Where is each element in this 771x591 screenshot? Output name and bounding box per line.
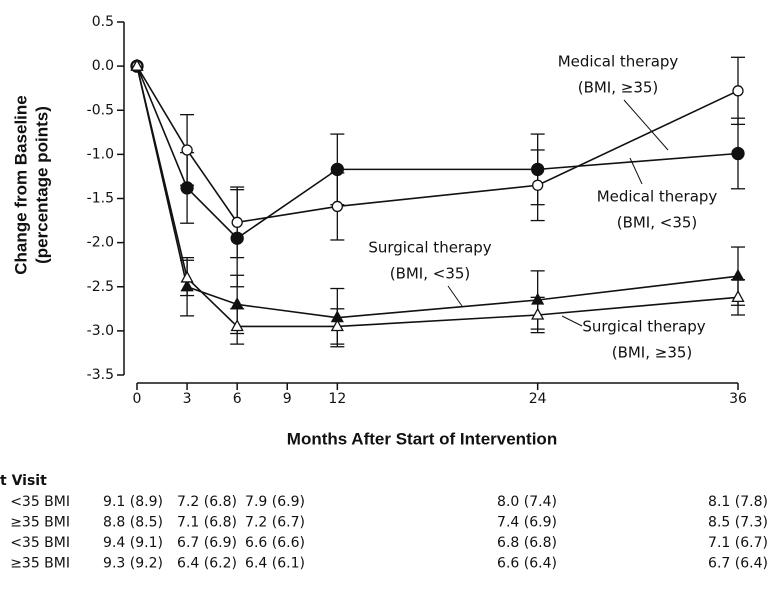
table-cell: 7.1 (6.7) <box>708 535 768 551</box>
annotation: Surgical therapy <box>582 318 705 336</box>
marker <box>230 319 244 332</box>
marker <box>731 289 745 302</box>
y-axis-label: (percentage points) <box>32 106 51 264</box>
annotation: (BMI, <35) <box>617 214 698 232</box>
marker <box>732 85 744 97</box>
series-line <box>136 65 739 224</box>
leader-line <box>447 285 463 307</box>
x-tick-label: 6 <box>233 391 242 407</box>
marker <box>231 216 243 228</box>
table-cell: 9.4 (9.1) <box>103 535 163 551</box>
leader-line <box>561 315 583 327</box>
annotation: Medical therapy <box>558 53 679 71</box>
x-tick-label: 0 <box>133 391 142 407</box>
y-tick-label: 0.0 <box>92 58 114 74</box>
y-tick-label: -2.5 <box>87 279 114 295</box>
table-cell: 7.1 (6.8) <box>177 515 237 531</box>
table-cell: 9.1 (8.9) <box>103 494 163 510</box>
marker <box>532 179 544 191</box>
x-tick-label: 9 <box>283 391 292 407</box>
table-cell: 7.2 (6.7) <box>245 515 305 531</box>
y-tick-label: -2.0 <box>87 235 114 251</box>
annotation: (BMI, ≥35) <box>612 344 693 362</box>
table-cell: 8.8 (8.5) <box>103 515 163 531</box>
marker <box>331 200 343 213</box>
table-cell: 9.3 (9.2) <box>103 556 163 572</box>
table-cell: 7.2 (6.8) <box>177 494 237 510</box>
marker <box>130 58 144 71</box>
x-axis-label: Months After Start of Intervention <box>287 429 557 448</box>
y-tick-label: -1.5 <box>87 191 114 207</box>
marker <box>531 307 545 320</box>
series-line <box>136 65 739 328</box>
x-tick-label: 24 <box>529 391 547 407</box>
x-tick-label: 36 <box>729 391 747 407</box>
table-cell: 7.4 (6.9) <box>497 515 557 531</box>
x-tick-label: 12 <box>328 391 346 407</box>
table-cell: 6.4 (6.1) <box>245 556 305 572</box>
marker <box>181 144 193 156</box>
leader-line <box>623 99 669 151</box>
table-cell: 6.6 (6.4) <box>497 556 557 572</box>
table-title: t Visit <box>0 473 47 489</box>
table-row-label: ≥35 BMI <box>10 556 70 572</box>
table-cell: 6.7 (6.4) <box>708 556 768 572</box>
y-tick-label: -3.0 <box>87 323 114 339</box>
y-tick-label: -3.5 <box>87 367 114 383</box>
y-tick-label: 0.5 <box>92 14 114 30</box>
marker <box>731 146 745 161</box>
table-cell: 8.1 (7.8) <box>708 494 768 510</box>
table-cell: 6.4 (6.2) <box>177 556 237 572</box>
annotation: Medical therapy <box>597 188 718 206</box>
table-row-label: <35 BMI <box>10 494 70 510</box>
table-row-label: <35 BMI <box>10 535 70 551</box>
table-cell: 8.5 (7.3) <box>708 515 768 531</box>
series-line <box>136 65 739 240</box>
annotation: (BMI, ≥35) <box>578 79 659 97</box>
marker <box>330 319 344 332</box>
series-line <box>136 65 739 319</box>
annotation: (BMI, <35) <box>390 265 471 283</box>
table-cell: 6.8 (6.8) <box>497 535 557 551</box>
y-axis-label: Change from Baseline <box>11 95 30 275</box>
table-row-label: ≥35 BMI <box>10 515 70 531</box>
y-tick-label: -0.5 <box>87 102 114 118</box>
x-tick-label: 3 <box>183 391 192 407</box>
annotation: Surgical therapy <box>368 239 491 257</box>
marker <box>731 268 745 281</box>
table-cell: 6.7 (6.9) <box>177 535 237 551</box>
y-tick-label: -1.0 <box>87 146 114 162</box>
table-cell: 6.6 (6.6) <box>245 535 305 551</box>
table-cell: 7.9 (6.9) <box>245 494 305 510</box>
table-cell: 8.0 (7.4) <box>497 494 557 510</box>
marker <box>180 270 194 283</box>
